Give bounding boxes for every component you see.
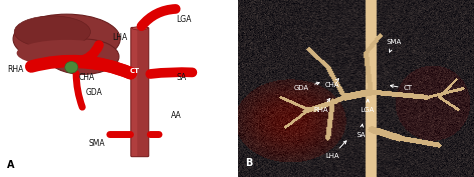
Ellipse shape — [13, 14, 120, 64]
Ellipse shape — [14, 16, 91, 48]
Text: SA: SA — [356, 124, 365, 138]
FancyBboxPatch shape — [131, 27, 149, 157]
Text: LHA: LHA — [112, 33, 127, 42]
Text: SMA: SMA — [88, 139, 105, 148]
Text: CT: CT — [391, 85, 412, 92]
Text: RHA: RHA — [7, 65, 24, 73]
Text: SA: SA — [176, 73, 186, 82]
Text: RHA: RHA — [313, 99, 330, 113]
FancyBboxPatch shape — [132, 28, 137, 156]
Text: B: B — [245, 158, 252, 168]
Ellipse shape — [47, 39, 119, 74]
Text: GDA: GDA — [86, 88, 102, 96]
Text: SMA: SMA — [386, 39, 401, 52]
Text: LGA: LGA — [361, 99, 375, 113]
Text: GDA: GDA — [294, 82, 319, 92]
Ellipse shape — [65, 62, 78, 73]
Text: LGA: LGA — [176, 15, 191, 24]
Text: A: A — [7, 160, 15, 170]
Text: AA: AA — [171, 111, 182, 119]
Ellipse shape — [132, 27, 147, 30]
Text: LHA: LHA — [326, 141, 346, 159]
Ellipse shape — [17, 40, 117, 66]
Text: CT: CT — [129, 68, 139, 74]
Text: CHA: CHA — [79, 73, 95, 82]
Text: CHA: CHA — [325, 79, 340, 88]
